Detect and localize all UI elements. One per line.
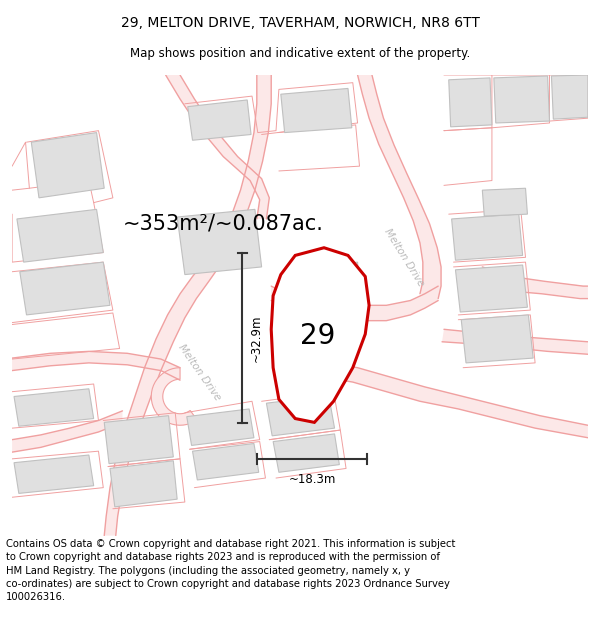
Text: Melton Drive: Melton Drive (176, 342, 223, 402)
Text: ~353m²/~0.087ac.: ~353m²/~0.087ac. (123, 214, 323, 234)
Polygon shape (14, 389, 94, 426)
Polygon shape (14, 455, 94, 493)
Polygon shape (17, 209, 103, 262)
Polygon shape (481, 267, 588, 299)
Text: Contains OS data © Crown copyright and database right 2021. This information is : Contains OS data © Crown copyright and d… (6, 539, 455, 602)
Polygon shape (151, 368, 197, 425)
Polygon shape (12, 411, 122, 452)
Polygon shape (266, 396, 335, 436)
Polygon shape (482, 188, 527, 216)
Polygon shape (104, 75, 271, 536)
Polygon shape (452, 214, 523, 260)
Polygon shape (188, 100, 251, 140)
Polygon shape (310, 262, 361, 320)
Polygon shape (12, 351, 180, 380)
Polygon shape (494, 76, 550, 123)
Polygon shape (271, 248, 369, 422)
Polygon shape (271, 286, 438, 321)
Polygon shape (449, 78, 492, 127)
Polygon shape (20, 262, 110, 315)
Text: ~32.9m: ~32.9m (250, 314, 263, 362)
Polygon shape (31, 132, 104, 198)
Polygon shape (187, 409, 254, 446)
Polygon shape (442, 329, 588, 354)
Text: Melton Drive: Melton Drive (382, 227, 425, 288)
Polygon shape (324, 363, 588, 438)
Text: 29, MELTON DRIVE, TAVERHAM, NORWICH, NR8 6TT: 29, MELTON DRIVE, TAVERHAM, NORWICH, NR8… (121, 16, 479, 30)
Polygon shape (166, 75, 269, 219)
Polygon shape (193, 444, 259, 480)
Polygon shape (551, 75, 588, 119)
Polygon shape (104, 416, 173, 464)
Text: ~18.3m: ~18.3m (289, 473, 335, 486)
Polygon shape (455, 265, 527, 312)
Polygon shape (110, 461, 177, 507)
Text: 29: 29 (299, 322, 335, 350)
Polygon shape (358, 75, 441, 299)
Polygon shape (177, 209, 262, 274)
Text: Map shows position and indicative extent of the property.: Map shows position and indicative extent… (130, 48, 470, 61)
Polygon shape (461, 315, 533, 363)
Polygon shape (273, 434, 340, 472)
Polygon shape (281, 88, 352, 132)
